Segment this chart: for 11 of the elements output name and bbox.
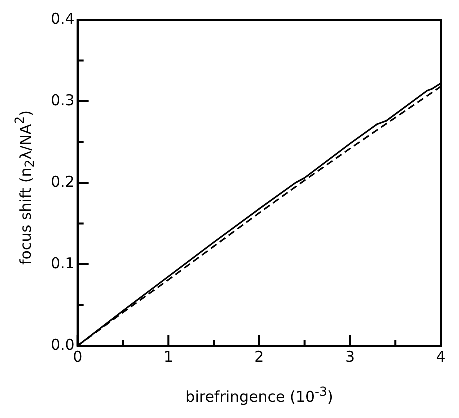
y-tick-label: 0.0 bbox=[50, 336, 75, 354]
y-tick-label: 0.1 bbox=[50, 254, 75, 272]
y-tick-label: 0.3 bbox=[50, 91, 75, 110]
x-tick-label: 3 bbox=[345, 348, 355, 366]
y-tick-label: 0.2 bbox=[50, 172, 75, 191]
x-tick-label: 2 bbox=[254, 348, 264, 366]
x-tick-label: 4 bbox=[436, 348, 446, 366]
x-tick-label: 1 bbox=[164, 348, 174, 366]
y-tick-label: 0.4 bbox=[50, 10, 75, 28]
x-axis-title: birefringence (10$^{-3}$) bbox=[184, 384, 334, 406]
x-tick-label: 0 bbox=[73, 348, 83, 366]
